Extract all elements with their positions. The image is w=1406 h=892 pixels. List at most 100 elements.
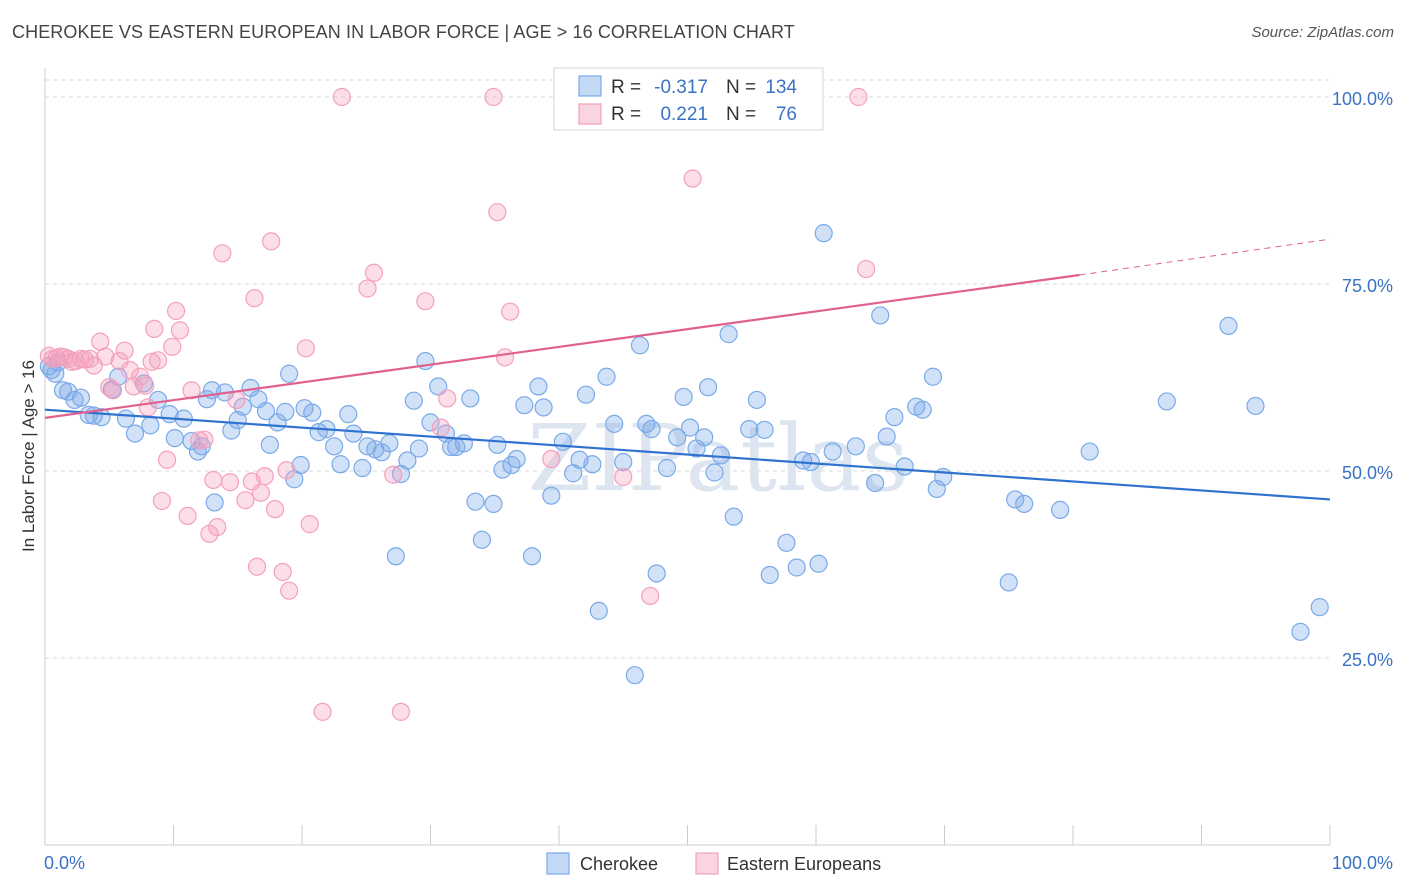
cherokee-point-82 bbox=[583, 455, 602, 474]
eastern-point-56 bbox=[358, 279, 377, 298]
cherokee-point-85 bbox=[605, 414, 624, 433]
cherokee-point-34 bbox=[260, 435, 279, 454]
eastern-point-23 bbox=[142, 352, 161, 371]
cherokee-point-88 bbox=[630, 336, 650, 355]
cherokee-point-69 bbox=[488, 435, 507, 454]
cherokee-point-48 bbox=[353, 458, 372, 478]
cherokee-point-101 bbox=[719, 325, 738, 344]
eastern-point-39 bbox=[220, 473, 240, 492]
eastern-point-69 bbox=[641, 586, 660, 606]
eastern-point-44 bbox=[247, 557, 267, 576]
cherokee-point-90 bbox=[642, 420, 661, 439]
trend-line-eastern bbox=[44, 273, 1080, 419]
legend-swatch-cherokee bbox=[578, 75, 602, 97]
legend-n-value-2: 76 bbox=[776, 104, 797, 125]
cherokee-point-113 bbox=[823, 442, 842, 461]
eastern-point-50 bbox=[277, 461, 296, 480]
eastern-point-30 bbox=[170, 321, 190, 340]
x-tick-label-max: 100.0% bbox=[1332, 853, 1393, 873]
cherokee-point-17 bbox=[148, 390, 168, 410]
cherokee-point-121 bbox=[913, 400, 932, 419]
eastern-point-46 bbox=[255, 467, 274, 486]
eastern-point-38 bbox=[213, 244, 232, 263]
cherokee-point-39 bbox=[291, 455, 310, 475]
series-legend-label-cherokee: Cherokee bbox=[580, 854, 658, 874]
eastern-point-35 bbox=[200, 524, 219, 543]
cherokee-point-112 bbox=[814, 224, 833, 243]
cherokee-point-26 bbox=[205, 493, 224, 512]
cherokee-point-119 bbox=[895, 457, 914, 476]
series-legend-swatch-eastern bbox=[695, 852, 719, 875]
cherokee-point-73 bbox=[515, 396, 534, 415]
eastern-point-64 bbox=[488, 203, 507, 222]
chart-title: CHEROKEE VS EASTERN EUROPEAN IN LABOR FO… bbox=[12, 22, 795, 42]
cherokee-point-91 bbox=[647, 564, 666, 583]
eastern-point-67 bbox=[542, 449, 561, 469]
cherokee-point-109 bbox=[794, 451, 813, 470]
trend-lines bbox=[44, 238, 1331, 501]
cherokee-point-122 bbox=[923, 367, 943, 386]
eastern-point-26 bbox=[152, 491, 172, 511]
y-tick-labels: 25.0% 50.0% 75.0% 100.0% bbox=[1332, 89, 1393, 670]
eastern-point-29 bbox=[166, 301, 186, 321]
cherokee-point-52 bbox=[380, 434, 399, 453]
eastern-point-57 bbox=[364, 263, 384, 282]
cherokee-point-16 bbox=[141, 416, 160, 435]
series-legend-swatch-cherokee bbox=[546, 852, 570, 875]
cherokee-point-41 bbox=[303, 403, 322, 422]
eastern-point-71 bbox=[849, 87, 868, 107]
eastern-point-52 bbox=[296, 339, 315, 358]
cherokee-point-98 bbox=[698, 378, 718, 397]
eastern-point-13 bbox=[96, 347, 115, 366]
cherokee-point-14 bbox=[125, 424, 145, 443]
y-tick-label-25: 25.0% bbox=[1342, 650, 1393, 670]
cherokee-point-89 bbox=[637, 414, 656, 433]
cherokee-point-44 bbox=[325, 437, 344, 456]
eastern-point-66 bbox=[501, 302, 520, 321]
trend-line-cherokee bbox=[44, 408, 1331, 501]
cherokee-point-118 bbox=[885, 408, 904, 427]
eastern-point-58 bbox=[384, 465, 403, 484]
eastern-point-61 bbox=[431, 418, 450, 437]
watermark: ZIPatlas bbox=[527, 405, 908, 512]
eastern-point-48 bbox=[265, 500, 285, 519]
eastern-point-21 bbox=[136, 376, 155, 395]
eastern-point-33 bbox=[190, 431, 209, 450]
legend-n-label-1: N = bbox=[726, 77, 756, 98]
eastern-point-43 bbox=[245, 289, 264, 308]
eastern-point-36 bbox=[204, 470, 223, 490]
cherokee-point-104 bbox=[747, 390, 766, 410]
cherokee-point-128 bbox=[1051, 500, 1070, 519]
cherokee-point-33 bbox=[256, 402, 276, 421]
eastern-point-41 bbox=[236, 491, 255, 510]
cherokee-point-125 bbox=[999, 573, 1018, 592]
cherokee-point-72 bbox=[507, 449, 526, 469]
cherokee-point-133 bbox=[1291, 622, 1310, 641]
series-points-cherokee bbox=[39, 224, 1329, 685]
x-tick-labels: 0.0% 100.0% bbox=[44, 853, 1393, 873]
eastern-point-59 bbox=[391, 702, 411, 721]
cherokee-point-74 bbox=[522, 547, 542, 566]
cherokee-point-126 bbox=[1006, 490, 1025, 509]
cherokee-point-19 bbox=[165, 428, 184, 448]
cherokee-point-132 bbox=[1246, 396, 1265, 416]
cherokee-point-37 bbox=[280, 364, 299, 383]
cherokee-point-84 bbox=[597, 367, 616, 386]
y-tick-label-50: 50.0% bbox=[1342, 463, 1393, 483]
cherokee-point-64 bbox=[454, 434, 474, 453]
cherokee-point-68 bbox=[484, 494, 503, 514]
eastern-point-54 bbox=[313, 702, 332, 721]
cherokee-point-92 bbox=[657, 458, 677, 478]
eastern-point-68 bbox=[614, 467, 633, 487]
eastern-point-31 bbox=[178, 506, 197, 525]
cherokee-point-127 bbox=[1015, 494, 1034, 514]
y-axis-label: In Labor Force | Age > 16 bbox=[19, 360, 38, 552]
cherokee-point-59 bbox=[421, 413, 440, 432]
cherokee-point-70 bbox=[493, 460, 512, 479]
cherokee-point-53 bbox=[386, 547, 405, 566]
stats-legend: R = -0.317 N = 134 R = 0.221 N = 76 bbox=[553, 67, 824, 131]
cherokee-point-107 bbox=[777, 533, 796, 552]
data-points bbox=[39, 87, 1329, 721]
cherokee-point-46 bbox=[339, 405, 358, 424]
eastern-point-53 bbox=[300, 515, 319, 534]
